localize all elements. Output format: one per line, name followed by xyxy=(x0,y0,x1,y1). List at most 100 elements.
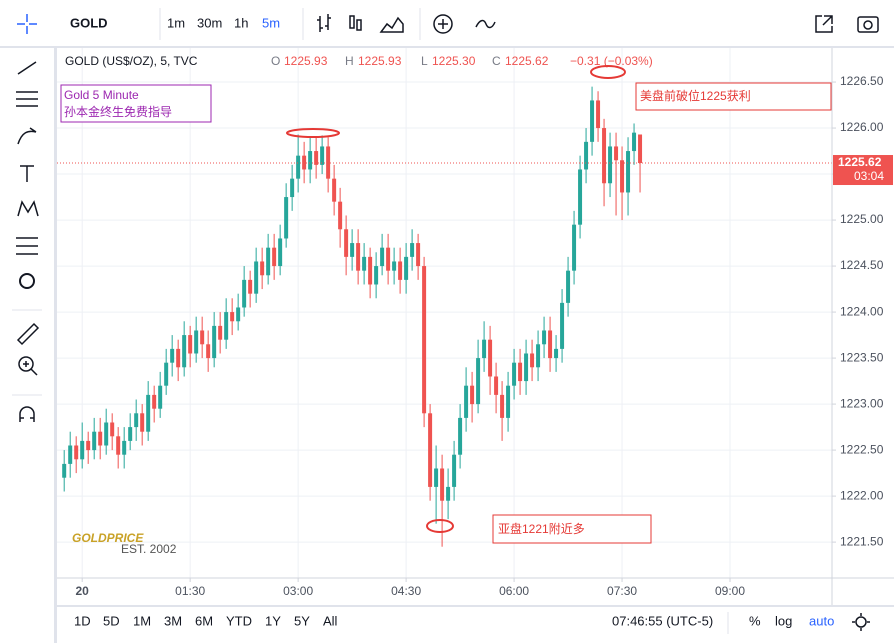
candle-body xyxy=(128,427,133,441)
candle-body xyxy=(398,261,403,280)
candle-body xyxy=(560,302,565,349)
candle-body xyxy=(224,312,229,340)
candle-body xyxy=(530,353,535,368)
x-tick-label: 07:30 xyxy=(607,584,637,598)
candle-body xyxy=(230,312,235,322)
candle-body xyxy=(110,422,115,437)
candle-body xyxy=(62,463,67,478)
candle-body xyxy=(320,146,325,165)
candle-body xyxy=(260,261,265,276)
candle-body xyxy=(308,151,313,170)
candle-body xyxy=(284,197,289,239)
candle-body xyxy=(428,413,433,487)
chart-panel xyxy=(57,48,894,605)
y-tick-label: 1226.00 xyxy=(840,120,884,134)
candle-body xyxy=(356,243,361,271)
top-toolbar xyxy=(0,0,894,46)
interval-button[interactable]: 1h xyxy=(234,15,248,30)
candle-body xyxy=(200,330,205,345)
range-button[interactable]: 5Y xyxy=(294,613,310,628)
candle-body xyxy=(170,348,175,363)
candle-body xyxy=(104,422,109,446)
candle-body xyxy=(548,330,553,359)
symbol[interactable]: GOLD xyxy=(70,15,108,30)
log-toggle[interactable]: log xyxy=(775,613,792,628)
candle-body xyxy=(554,348,559,359)
crosshair-icon[interactable] xyxy=(17,14,37,34)
drawing-tools[interactable] xyxy=(16,61,40,422)
range-button[interactable]: 3M xyxy=(164,613,182,628)
candle-body xyxy=(374,266,379,285)
candle-body xyxy=(86,440,91,451)
candle-body xyxy=(626,151,631,193)
watermark-sub: EST. 2002 xyxy=(121,542,177,556)
candle-body xyxy=(326,146,331,179)
interval-button[interactable]: 1m xyxy=(167,15,185,30)
candle-body xyxy=(458,417,463,455)
auto-toggle[interactable]: auto xyxy=(809,613,834,628)
candle-body xyxy=(164,362,169,386)
candle-body xyxy=(368,256,373,285)
candle-body xyxy=(206,344,211,359)
interval-button[interactable]: 30m xyxy=(197,15,222,30)
candle-body xyxy=(134,413,139,428)
candle-body xyxy=(518,362,523,382)
candle-body xyxy=(524,353,529,382)
candle-body xyxy=(440,468,445,501)
annotation-box xyxy=(635,82,832,111)
candle-body xyxy=(512,362,517,386)
candle-body xyxy=(452,454,457,487)
candle-body xyxy=(494,376,499,395)
last-price-tag xyxy=(833,155,893,186)
candle-body xyxy=(362,256,367,271)
range-button[interactable]: 6M xyxy=(195,613,213,628)
candle-body xyxy=(98,431,103,446)
candle-body xyxy=(350,243,355,257)
legend-close: 1225.62 xyxy=(505,54,549,68)
legend-change: −0.31 (−0.03%) xyxy=(570,54,653,68)
candle-body xyxy=(338,201,343,230)
candle-body xyxy=(380,247,385,267)
bar-style-icons[interactable] xyxy=(317,14,879,34)
candle-body xyxy=(248,279,253,294)
percent-toggle[interactable]: % xyxy=(749,613,761,628)
y-tick-label: 1221.50 xyxy=(840,534,884,548)
interval-button[interactable]: 5m xyxy=(262,15,280,30)
settings-icon[interactable] xyxy=(852,613,870,631)
candle-body xyxy=(608,146,613,184)
legend-close-label: C xyxy=(492,54,501,68)
plot-area xyxy=(57,48,832,578)
range-button[interactable]: YTD xyxy=(226,613,252,628)
y-tick-label: 1223.50 xyxy=(840,350,884,364)
candle-body xyxy=(482,339,487,359)
range-button[interactable]: All xyxy=(323,613,338,628)
candle-body xyxy=(620,160,625,193)
legend-high-label: H xyxy=(345,54,354,68)
candle-body xyxy=(158,385,163,409)
candle-body xyxy=(596,100,601,129)
candle-body xyxy=(572,224,577,271)
candle-body xyxy=(536,344,541,368)
candle-body xyxy=(602,128,607,184)
y-tick-label: 1224.00 xyxy=(840,304,884,318)
highlight-ellipse xyxy=(286,128,340,138)
x-tick-label: 06:00 xyxy=(499,584,529,598)
annotation: 孙本金终生免费指导 xyxy=(64,104,172,119)
candle-body xyxy=(194,330,199,354)
candle-body xyxy=(542,330,547,345)
candle-body xyxy=(422,266,427,414)
y-tick-label: 1226.50 xyxy=(840,74,884,88)
range-button[interactable]: 5D xyxy=(103,613,120,628)
candle-body xyxy=(446,486,451,501)
candle-body xyxy=(590,100,595,142)
range-button[interactable]: 1Y xyxy=(265,613,281,628)
legend-low: 1225.30 xyxy=(432,54,476,68)
range-group: 1D 5D 1M 3M 6M YTD 1Y 5Y All xyxy=(74,613,338,628)
range-button[interactable]: 1M xyxy=(133,613,151,628)
range-button[interactable]: 1D xyxy=(74,613,91,628)
candle-body xyxy=(122,440,127,455)
y-tick-label: 1223.00 xyxy=(840,396,884,410)
candle-body xyxy=(236,307,241,322)
candle-body xyxy=(92,431,97,451)
candle-body xyxy=(632,132,637,152)
